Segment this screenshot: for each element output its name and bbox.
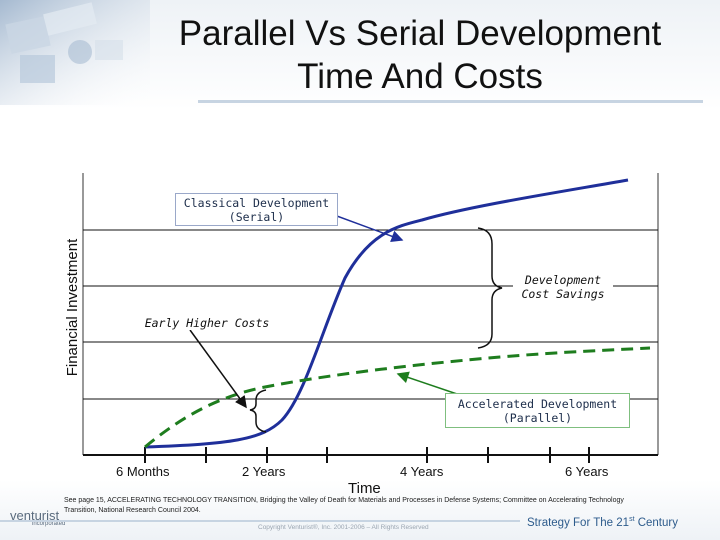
source-citation: See page 15, ACCELERATING TECHNOLOGY TRA… (64, 497, 624, 514)
tick-label-2-years: 2 Years (242, 464, 286, 479)
tick-label-6-months: 6 Months (116, 464, 170, 479)
cost-savings-line-2: Cost Savings (521, 287, 605, 301)
corner-photo-image (0, 0, 150, 105)
parallel-callout-arrow (396, 371, 461, 396)
y-axis-label: Financial Investment (64, 238, 81, 377)
logo-subtitle: incorporated (32, 521, 66, 527)
cost-savings-brace (477, 227, 503, 349)
logo-name: venturist (10, 508, 60, 523)
serial-callout: Classical Development (Serial) (175, 193, 338, 226)
tick-label-4-years: 4 Years (400, 464, 444, 479)
serial-development-curve (144, 178, 629, 449)
company-logo: venturist incorporated (10, 508, 90, 527)
parallel-development-curve (144, 346, 651, 449)
title-underline (198, 100, 703, 103)
copyright-text: Copyright Venturist®, Inc. 2001-2006 – A… (258, 524, 429, 531)
slide-title: Parallel Vs Serial Development Time And … (140, 12, 700, 98)
early-costs-brace (249, 389, 267, 433)
title-line-2: Time And Costs (297, 57, 543, 96)
parallel-callout: Accelerated Development (Parallel) (445, 393, 630, 428)
footer-tagline: Strategy For The 21st Century (527, 516, 678, 529)
x-axis-ticks (144, 447, 590, 463)
tagline-end: Century (634, 516, 678, 529)
early-costs-label: Early Higher Costs (143, 316, 271, 330)
title-line-1: Parallel Vs Serial Development (178, 14, 662, 53)
parallel-callout-line-2: (Parallel) (502, 411, 573, 425)
cost-savings-line-1: Development (524, 273, 602, 287)
cost-savings-label: Development Cost Savings (513, 273, 613, 301)
tick-label-6-years: 6 Years (565, 464, 609, 479)
tagline-main: Strategy For The 21 (527, 516, 630, 529)
gridlines (83, 229, 658, 400)
serial-callout-line-1: Classical Development (183, 196, 330, 210)
footer-rule (0, 520, 520, 522)
early-costs-arrow (189, 329, 247, 409)
x-axis-label: Time (348, 480, 381, 497)
parallel-callout-line-1: Accelerated Development (457, 397, 618, 411)
tagline-sup: st (629, 516, 635, 523)
serial-callout-arrow (325, 211, 404, 243)
serial-callout-line-2: (Serial) (228, 210, 285, 224)
